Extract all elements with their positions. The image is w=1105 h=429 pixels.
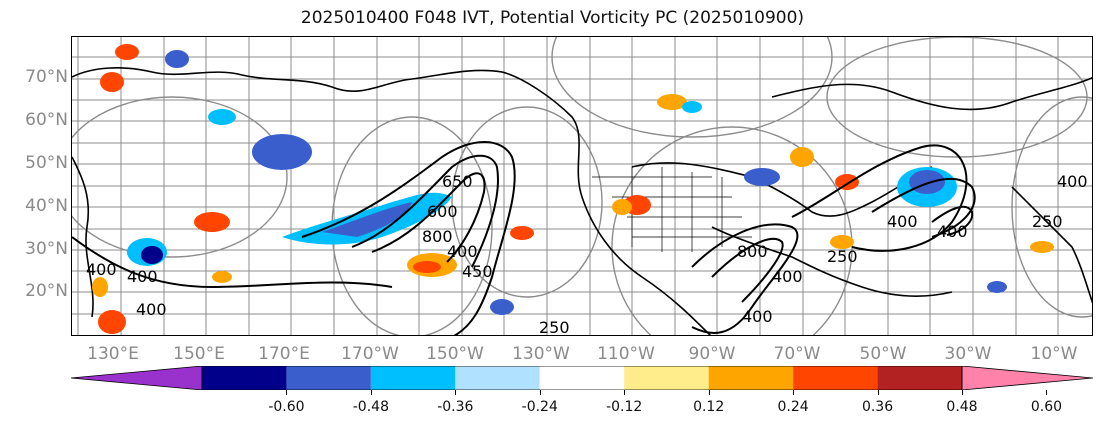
colorbar-tick <box>708 390 710 395</box>
lon-label: 150°E <box>173 344 225 364</box>
lat-label: 60°N <box>25 110 68 130</box>
colorbar-tick-label: -0.24 <box>521 399 558 415</box>
colorbar-tick <box>455 390 457 395</box>
contour-label: 400 <box>887 212 918 231</box>
lon-label: 130°W <box>512 344 570 364</box>
colorbar-segment <box>202 366 287 390</box>
contour-label: 400 <box>86 260 117 279</box>
lon-label: 90°W <box>688 344 736 364</box>
colorbar-segments <box>70 365 1094 391</box>
colorbar-tick-label: 0.60 <box>1030 399 1063 415</box>
lon-label: 170°E <box>258 344 310 364</box>
contour-label: 450 <box>462 262 493 281</box>
colorbar-segment <box>877 366 962 390</box>
coastlines <box>72 67 1092 335</box>
colorbar-segment <box>793 366 878 390</box>
colorbar-segment <box>70 365 203 391</box>
contour-label: 250 <box>1032 212 1063 231</box>
colorbar-tick <box>370 390 372 395</box>
lon-label: 170°W <box>341 344 399 364</box>
colorbar-segment <box>624 366 709 390</box>
map-panel[interactable]: 400 400 250 800 600 650 400 250 800 400 … <box>71 36 1093 336</box>
contour-label: 600 <box>427 202 458 221</box>
colorbar-tick <box>962 390 963 395</box>
contour-label: 400 <box>447 242 478 261</box>
colorbar-tick-label: -0.60 <box>268 399 305 415</box>
colorbar-tick-label: 0.48 <box>946 399 978 415</box>
colorbar-tick-label: 0.24 <box>777 399 809 415</box>
lon-label: 10°W <box>1030 344 1078 364</box>
pv-shading <box>92 44 1054 334</box>
graticule-meridians <box>77 37 1059 335</box>
colorbar-segment <box>286 366 371 390</box>
lon-label: 130°E <box>87 344 139 364</box>
ivt-contours <box>72 141 976 335</box>
colorbar-tick <box>877 390 879 395</box>
colorbar <box>70 365 1094 391</box>
colorbar-svg <box>70 365 1094 391</box>
contour-label: 400 <box>136 300 167 319</box>
colorbar-tick <box>1046 390 1048 395</box>
colorbar-tick <box>286 390 288 395</box>
contour-label: 250 <box>827 247 858 266</box>
contour-label: 650 <box>442 172 473 191</box>
lat-label: 50°N <box>25 153 68 173</box>
contour-label: 400 <box>742 307 773 326</box>
colorbar-segment <box>961 365 1094 391</box>
lat-label: 20°N <box>25 281 68 301</box>
colorbar-segment <box>455 366 540 390</box>
lon-label: 110°W <box>597 344 655 364</box>
lon-label: 30°W <box>944 344 992 364</box>
map-canvas: 400 400 250 800 600 650 400 250 800 400 … <box>72 37 1092 336</box>
colorbar-tick-label: 0.12 <box>693 399 725 415</box>
contour-label: 400 <box>772 267 803 286</box>
lon-label: 150°W <box>426 344 484 364</box>
contour-label: 400 <box>937 222 968 241</box>
colorbar-tick-label: -0.48 <box>352 399 389 415</box>
contour-label: 800 <box>422 227 453 246</box>
colorbar-tick <box>624 390 626 395</box>
colorbar-tick <box>793 390 795 395</box>
colorbar-tick <box>539 390 541 395</box>
lon-label: 50°W <box>859 344 907 364</box>
contour-label: 250 <box>539 318 570 336</box>
colorbar-tick-label: -0.36 <box>437 399 474 415</box>
map-title: 2025010400 F048 IVT, Potential Vorticity… <box>300 8 805 28</box>
colorbar-tick-label: -0.12 <box>606 399 643 415</box>
lat-label: 30°N <box>25 239 68 259</box>
lon-label: 70°W <box>773 344 821 364</box>
colorbar-segment <box>708 366 794 390</box>
colorbar-tick-label: 0.36 <box>861 399 894 415</box>
colorbar-segment <box>370 366 456 390</box>
contour-label-group: 400 400 250 800 600 650 400 250 800 400 … <box>86 172 1088 336</box>
colorbar-segment <box>539 366 625 390</box>
contour-label: 400 <box>127 267 158 286</box>
lat-label: 40°N <box>25 196 68 216</box>
lat-label: 70°N <box>25 67 68 87</box>
contour-label: 400 <box>1057 172 1088 191</box>
contour-label: 800 <box>737 242 768 261</box>
